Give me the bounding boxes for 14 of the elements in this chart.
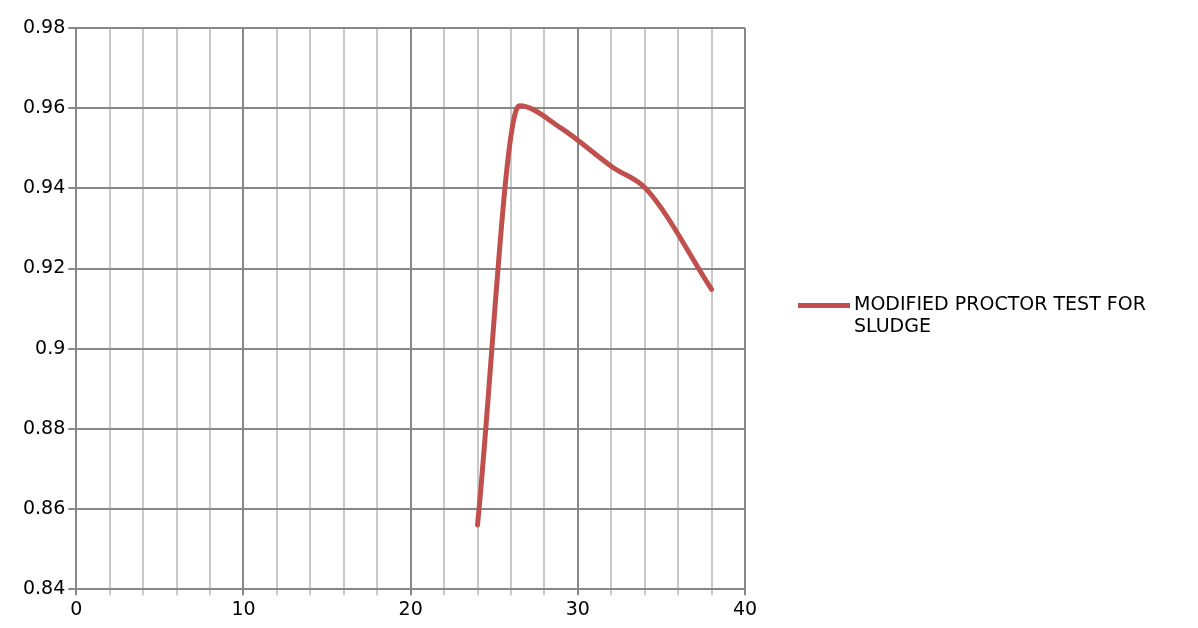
y-tick-label: 0.96 [22, 95, 66, 118]
y-tick-label: 0.84 [22, 576, 66, 599]
x-tick-label: 10 [231, 596, 256, 619]
x-tick-label: 20 [398, 596, 423, 619]
x-tick-label: 0 [70, 596, 83, 619]
y-tick-label: 0.9 [35, 335, 66, 358]
y-tick-label: 0.86 [22, 495, 66, 518]
y-tick-label: 0.92 [22, 255, 66, 278]
y-tick-label: 0.94 [22, 175, 66, 198]
y-tick-label: 0.88 [22, 415, 66, 438]
y-tick-label: 0.98 [22, 14, 66, 37]
legend-label: MODIFIED PROCTOR TEST FOR SLUDGE [854, 292, 1147, 336]
x-tick-label: 30 [565, 596, 590, 619]
x-tick-label: 40 [732, 596, 758, 619]
